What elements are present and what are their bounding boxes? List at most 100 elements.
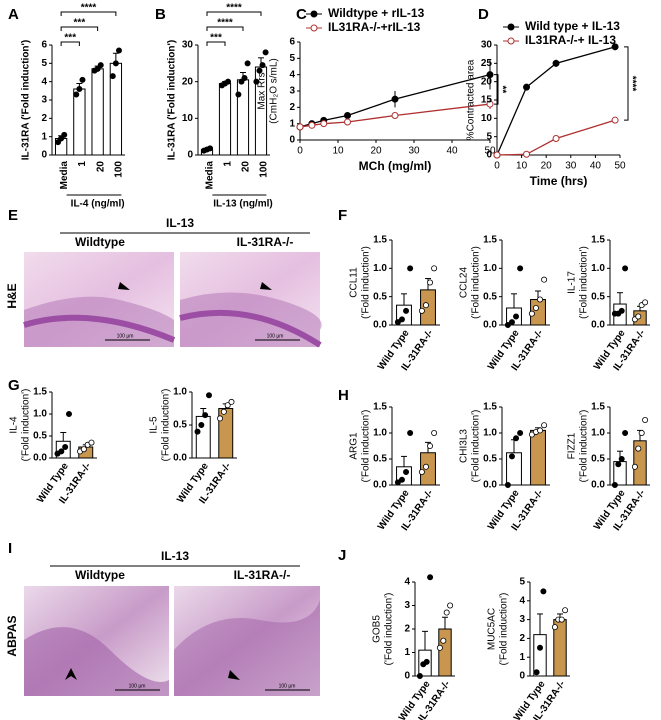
tissue [180, 292, 322, 347]
bar [91, 68, 104, 156]
data-point [635, 445, 642, 452]
data-point [422, 302, 429, 309]
data-point [262, 49, 269, 56]
x-tick-label: Media [59, 161, 70, 190]
y-tick-label: 1.0 [373, 263, 387, 274]
y-axis-label: %Contracted area [466, 59, 477, 140]
y-tick-label: 3 [289, 86, 295, 97]
y-tick-label: 0.0 [33, 453, 47, 464]
y-tick-label: 20 [481, 76, 493, 87]
data-point [622, 429, 629, 436]
marker [344, 118, 351, 126]
y-tick-label: 5 [519, 577, 525, 588]
y-axis-label: Max Rrs [257, 72, 268, 109]
data-point [513, 313, 520, 320]
data-point [427, 442, 434, 449]
y-tick-label: 0.5 [483, 454, 497, 465]
y-tick-label: 15 [481, 95, 493, 106]
y-tick-label: 1 [289, 118, 295, 129]
y-tick-label: 5 [289, 53, 295, 64]
y-tick-label: 30 [481, 40, 493, 51]
y-tick-label: 2 [289, 102, 295, 113]
data-point [244, 60, 251, 67]
y-axis-label: MUC5AC [487, 608, 498, 650]
y-tick-label: 6 [289, 37, 295, 48]
marker [523, 150, 531, 158]
marker [552, 59, 560, 67]
data-point [533, 669, 540, 676]
y-tick-label: 1 [519, 652, 525, 663]
y-axis-label: ('Fold induction') [361, 410, 372, 483]
y-tick-label: 0.5 [591, 291, 605, 302]
x-tick-label: 1 [223, 161, 234, 167]
bar [236, 79, 250, 156]
data-point [440, 637, 447, 644]
y-axis-label: IL-17 [567, 271, 578, 294]
data-point [528, 310, 535, 317]
series-line [496, 119, 616, 156]
significance-label: **** [626, 76, 637, 92]
marker [611, 116, 619, 124]
arrowhead [65, 668, 77, 680]
y-tick-label: 2 [519, 633, 525, 644]
data-point [194, 428, 201, 435]
y-tick-label: 0.5 [483, 291, 497, 302]
x-tick-label: 10 [516, 161, 528, 172]
data-point [622, 265, 629, 272]
marker [552, 135, 560, 142]
y-tick-label: 5 [486, 131, 492, 142]
y-tick-label: 25 [481, 58, 493, 69]
data-point [508, 453, 515, 460]
bar [73, 88, 86, 156]
significance-bracket [60, 41, 80, 46]
data-point [79, 76, 86, 83]
data-point [541, 276, 548, 283]
data-point [403, 307, 410, 314]
data-point [517, 429, 524, 436]
y-tick-label: 4 [289, 69, 295, 80]
data-point [537, 427, 544, 434]
data-point [508, 319, 515, 326]
data-point [58, 448, 65, 455]
bar [530, 429, 546, 486]
significance-label: *** [64, 33, 76, 44]
y-tick-label: 0.0 [483, 320, 497, 331]
data-point [427, 574, 434, 581]
x-tick-label: 100 [259, 161, 270, 178]
y-tick-label: 3 [519, 614, 525, 625]
image-title: IL-13 [166, 216, 194, 230]
data-point [225, 78, 232, 85]
data-point [235, 91, 242, 98]
data-point [205, 392, 212, 399]
data-point [418, 468, 425, 475]
significance-label: **** [226, 3, 242, 14]
x-tick-label: 30 [408, 146, 420, 157]
data-point [423, 658, 430, 665]
y-tick-label: 1.5 [483, 402, 497, 413]
y-tick-label: 5 [41, 58, 47, 69]
y-axis-label: CHI3L3 [459, 429, 470, 463]
data-point [112, 60, 119, 67]
marker [391, 95, 399, 103]
bar [438, 628, 452, 677]
scale-label: 100 µm [279, 683, 296, 689]
significance-bracket [60, 11, 117, 16]
data-point [220, 408, 227, 415]
data-point [537, 644, 544, 651]
data-point [398, 476, 405, 483]
legend-label: Wild type + IL-13 [525, 19, 620, 33]
data-point [427, 279, 434, 286]
data-point [224, 402, 231, 409]
bar [420, 289, 436, 326]
data-point [447, 602, 454, 609]
y-tick-label: 10 [481, 113, 493, 124]
panel-label: D [478, 6, 489, 23]
x-tick-label: 20 [241, 161, 252, 173]
x-axis-label: IL-13 (ng/ml) [213, 199, 272, 210]
y-tick-label: 4 [41, 76, 47, 87]
marker [486, 100, 494, 108]
data-point [558, 616, 565, 623]
y-tick-label: 1 [404, 647, 410, 658]
panel-label: C [296, 6, 307, 23]
x-tick-label: 50 [484, 146, 496, 157]
